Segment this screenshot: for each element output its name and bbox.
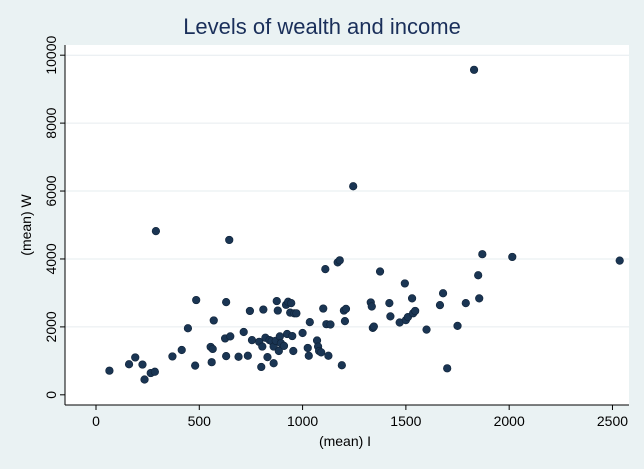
data-point: [443, 364, 452, 373]
data-point: [257, 362, 266, 372]
data-point: [151, 227, 161, 236]
data-point: [319, 304, 328, 313]
data-point: [183, 324, 193, 333]
data-point: [303, 343, 312, 353]
data-point: [275, 332, 284, 341]
y-tick-label: 0: [43, 391, 59, 399]
data-point: [317, 348, 326, 357]
data-point: [225, 235, 234, 245]
data-point: [453, 321, 462, 330]
data-point: [259, 305, 268, 314]
data-point: [192, 295, 201, 305]
x-tick-label: 1000: [287, 413, 318, 429]
data-point: [375, 267, 385, 276]
data-point: [615, 256, 624, 265]
data-point: [234, 352, 243, 361]
data-point: [207, 358, 216, 367]
data-point: [349, 182, 358, 191]
data-point: [289, 346, 298, 356]
data-point: [438, 289, 448, 298]
data-point: [245, 306, 255, 316]
y-axis-title: (mean) W: [18, 193, 34, 255]
data-point: [177, 345, 186, 355]
data-point: [298, 328, 307, 338]
chart-title: Levels of wealth and income: [183, 14, 461, 39]
data-point: [292, 309, 301, 318]
plot-area: [65, 45, 629, 405]
data-point: [435, 301, 445, 310]
x-tick-label: 0: [92, 413, 100, 429]
data-point: [140, 375, 149, 384]
y-tick-label: 2000: [43, 311, 59, 342]
data-point: [258, 342, 267, 351]
data-point: [337, 361, 346, 370]
data-point: [191, 361, 200, 370]
x-tick-label: 2000: [494, 413, 525, 429]
data-point: [263, 353, 272, 362]
data-point: [321, 265, 330, 274]
data-point: [469, 65, 479, 74]
data-point: [273, 306, 282, 315]
data-point: [367, 302, 376, 311]
y-tick-label: 10000: [43, 36, 59, 75]
data-point: [269, 359, 278, 368]
data-point: [138, 360, 147, 369]
data-point: [385, 299, 394, 308]
data-point: [340, 317, 350, 326]
x-tick-label: 2500: [597, 413, 628, 429]
data-point: [279, 341, 289, 351]
axis-ticks: 0 2000 4000 6000 8000 10000 0 500 1000 1500 2000 25…: [43, 36, 628, 429]
y-tick-label: 8000: [43, 107, 59, 138]
data-point: [335, 256, 344, 265]
data-point: [222, 297, 231, 307]
data-point: [341, 304, 351, 313]
data-point: [222, 351, 231, 361]
data-point: [209, 316, 218, 325]
data-point: [400, 279, 409, 288]
data-point: [304, 351, 313, 360]
data-point: [131, 353, 140, 362]
data-point: [474, 271, 483, 280]
data-point: [324, 351, 333, 360]
data-point: [287, 299, 296, 308]
data-point: [247, 336, 257, 345]
data-point: [475, 294, 484, 303]
x-axis-title: (mean) I: [319, 433, 371, 449]
data-point: [105, 366, 114, 375]
y-tick-label: 4000: [43, 243, 59, 274]
data-point: [168, 352, 177, 361]
data-point: [239, 327, 248, 337]
data-point: [407, 294, 417, 303]
data-point: [422, 325, 431, 334]
data-point: [150, 367, 159, 376]
data-point: [461, 299, 470, 308]
x-tick-label: 1500: [390, 413, 421, 429]
y-tick-label: 6000: [43, 175, 59, 206]
data-point: [386, 312, 395, 321]
data-point: [272, 296, 281, 306]
data-point: [208, 344, 217, 354]
data-point: [305, 318, 314, 327]
data-point: [274, 346, 283, 356]
data-point: [326, 320, 335, 329]
data-point: [226, 332, 235, 341]
data-point: [369, 322, 378, 331]
gridlines: [65, 54, 629, 328]
data-point: [411, 306, 420, 316]
data-points: [105, 65, 624, 384]
data-point: [478, 250, 487, 259]
data-point: [288, 331, 297, 341]
x-tick-label: 500: [188, 413, 212, 429]
data-point: [243, 351, 252, 360]
data-point: [124, 360, 134, 369]
data-point: [508, 252, 517, 262]
